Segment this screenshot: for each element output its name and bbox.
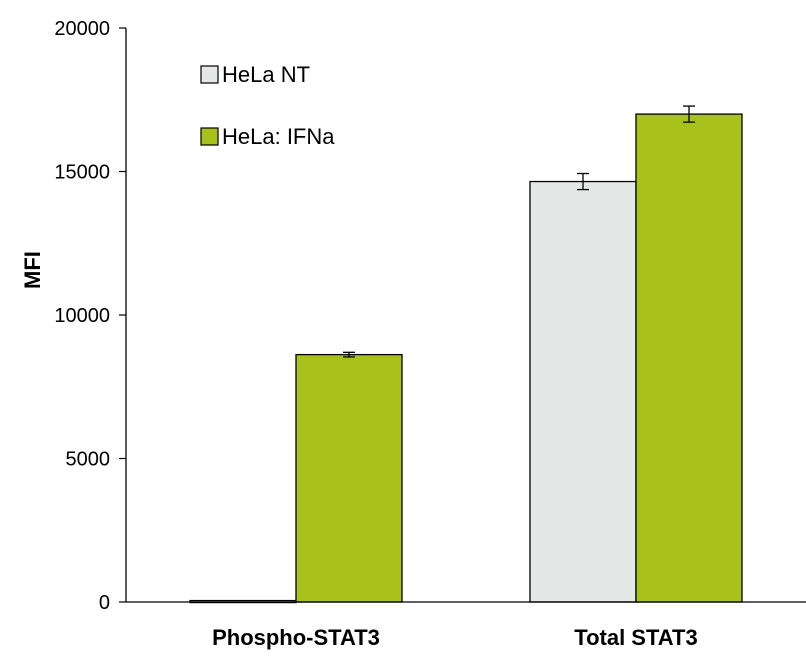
legend-label: HeLa: IFNa — [222, 124, 335, 149]
legend-label: HeLa NT — [222, 62, 310, 87]
bar-hela-nt-1 — [529, 180, 637, 603]
error-bars — [343, 105, 695, 358]
y-tick-label: 15000 — [54, 162, 110, 184]
y-axis-ticks: 0 5000 10000 15000 20000 — [54, 18, 126, 614]
category-labels: Phospho-STAT3 Total STAT3 — [212, 625, 698, 650]
y-axis-title: MFI — [20, 251, 45, 289]
legend-swatch — [200, 65, 219, 84]
legend: HeLa NT HeLa: IFNa — [200, 62, 335, 149]
x-category-label: Phospho-STAT3 — [212, 625, 380, 650]
bar-hela-ifna-0 — [295, 353, 403, 603]
bar-hela-ifna-1 — [635, 113, 743, 603]
axes — [125, 28, 806, 603]
bars — [189, 113, 743, 604]
x-category-label: Total STAT3 — [574, 625, 697, 650]
y-tick-label: 10000 — [54, 305, 110, 327]
y-tick-label: 0 — [99, 592, 110, 614]
y-tick-label: 20000 — [54, 18, 110, 40]
y-tick-label: 5000 — [66, 449, 111, 471]
legend-swatch — [200, 127, 219, 146]
